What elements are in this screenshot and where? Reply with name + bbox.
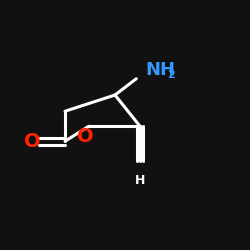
Text: 2: 2 (167, 70, 174, 81)
Text: O: O (24, 132, 41, 151)
Text: NH: NH (145, 61, 175, 79)
Text: H: H (135, 174, 145, 187)
Text: O: O (77, 127, 93, 146)
